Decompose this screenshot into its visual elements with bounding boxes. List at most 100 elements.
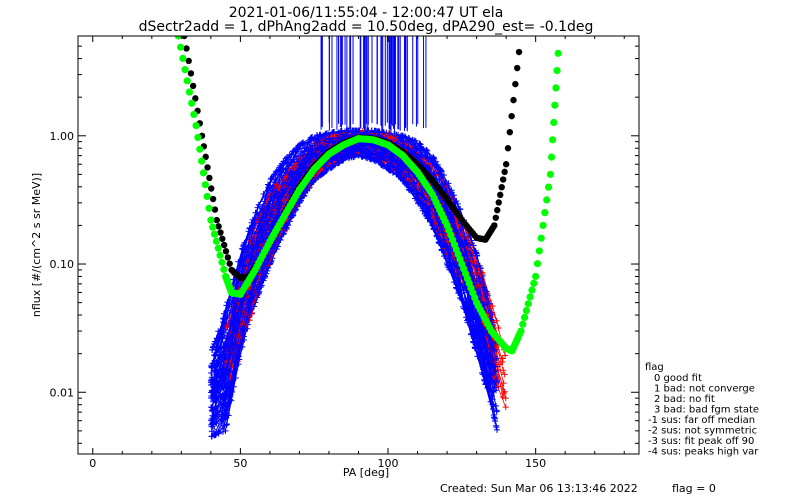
blue-series-top-point [431, 170, 438, 177]
blue-series-top-point [325, 139, 332, 146]
blue-series-top-point [209, 421, 216, 428]
blue-series-top-point [209, 346, 216, 353]
plot-frame [77, 35, 640, 455]
blue-series-top-point [432, 158, 439, 165]
green-fit-curve-dot [192, 122, 200, 130]
blue-series-top-point [307, 152, 314, 159]
green-fit-curve-dot [212, 237, 221, 245]
blue-series-top-point [230, 313, 237, 320]
blue-series-top-point [269, 221, 276, 228]
green-fit-curve-dot [201, 181, 209, 189]
blue-series-top-point [265, 253, 272, 260]
blue-series-top-point [437, 165, 444, 172]
blue-series-point [493, 424, 500, 431]
black-fit-curve-dot [491, 222, 498, 229]
blue-series-point [209, 360, 216, 367]
blue-series-top-point [220, 319, 227, 326]
blue-series-top-point [276, 201, 283, 208]
blue-series-top-point [272, 176, 279, 183]
blue-series-top-point [219, 391, 226, 398]
blue-series-top-point [229, 309, 236, 316]
blue-series-top-point [271, 243, 278, 250]
green-fit-curve-dot [546, 170, 555, 178]
chart-title-line1: 2021-01-06/11:55:04 - 12:00:47 UT ela [229, 5, 504, 21]
green-fit-curve-dot [550, 118, 558, 127]
blue-series-top-point [409, 136, 416, 143]
blue-series-top-point [465, 315, 472, 322]
blue-series-top-point [426, 204, 433, 211]
blue-series-top-point [480, 343, 487, 350]
x-tick-label: 50 [233, 457, 247, 470]
blue-series-top-point [224, 401, 231, 408]
blue-series-top-point [250, 245, 257, 252]
blue-series-top-point [481, 301, 488, 308]
blue-series-top-point [304, 141, 311, 148]
blue-series-top-point [231, 322, 238, 329]
blue-series-top-point [330, 163, 337, 170]
blue-series-top-point [330, 139, 337, 146]
vertical-lines [320, 36, 427, 134]
blue-series-top-point [490, 340, 497, 347]
blue-series-top-point [283, 157, 290, 164]
blue-series-top-point [406, 179, 413, 186]
data-layer [174, 36, 562, 440]
green-fit-curve-dot [181, 66, 189, 74]
blue-series-top-point [299, 163, 306, 170]
blue-series-top-point [433, 215, 440, 222]
blue-series-top-point [376, 157, 383, 164]
blue-series-top-point [306, 158, 313, 165]
green-fit-curve-dot [533, 260, 542, 268]
blue-series-top-point [322, 138, 329, 145]
green-fit-curve-dot [554, 49, 562, 57]
blue-series-top-point [211, 338, 218, 345]
blue-series-top-point [460, 303, 467, 310]
blue-series-top-point [396, 159, 403, 166]
blue-series-top-point [493, 377, 500, 384]
blue-series-top-point [398, 175, 405, 182]
blue-series-top-point [387, 167, 394, 174]
black-fit-curve-dot [189, 82, 197, 90]
black-fit-curve-dot [512, 80, 519, 88]
blue-series-top-point [420, 146, 427, 153]
green-fit-curve-dot [174, 36, 182, 40]
blue-series-top-point [240, 241, 247, 248]
blue-series-top-point [442, 202, 449, 209]
green-fit-curve-dot [553, 66, 561, 75]
green-fit-curve-dot [199, 169, 208, 177]
green-fit-curve-dot [547, 153, 556, 161]
green-fit-curve-dot [537, 234, 545, 242]
blue-series-top-point [471, 332, 478, 339]
green-fit-curve-dot [207, 216, 215, 224]
green-fit-curve-dot [524, 300, 532, 308]
blue-series-top-point [211, 368, 218, 375]
green-fit-curve-dot [552, 84, 560, 92]
blue-series-top-point [218, 344, 225, 351]
blue-series-top-point [287, 170, 294, 177]
green-fit-curve-dot [535, 247, 543, 255]
legend-entry: 3 bad: bad fgm state [654, 405, 759, 416]
blue-series-top-point [365, 152, 372, 159]
green-fit-curve-dot [179, 54, 187, 63]
blue-series-top-point [480, 366, 487, 373]
black-fit-curve-dot [222, 248, 230, 255]
x-tick-label: 100 [378, 457, 399, 470]
blue-series-top-point [321, 131, 328, 138]
blue-series-top-point [266, 182, 273, 189]
green-fit-curve-dot [196, 145, 204, 153]
blue-series-top-point [258, 217, 265, 224]
blue-series-top-point [280, 179, 287, 186]
blue-series-top-point [222, 340, 229, 347]
legend-title: flag [645, 362, 664, 373]
blue-series-top-point [222, 371, 229, 378]
blue-series-top-point [372, 127, 379, 134]
green-fit-curve-dot [530, 279, 538, 287]
green-fit-curve-dot [218, 258, 226, 266]
green-fit-curve-dot [532, 272, 540, 281]
blue-series-top-point [405, 170, 412, 177]
green-fit-curve-dot [520, 313, 529, 322]
blue-series-top-point [441, 236, 448, 243]
blue-series-top-point [491, 387, 498, 394]
blue-series-top-point [313, 152, 320, 159]
green-fit-curve-dot [188, 99, 196, 107]
